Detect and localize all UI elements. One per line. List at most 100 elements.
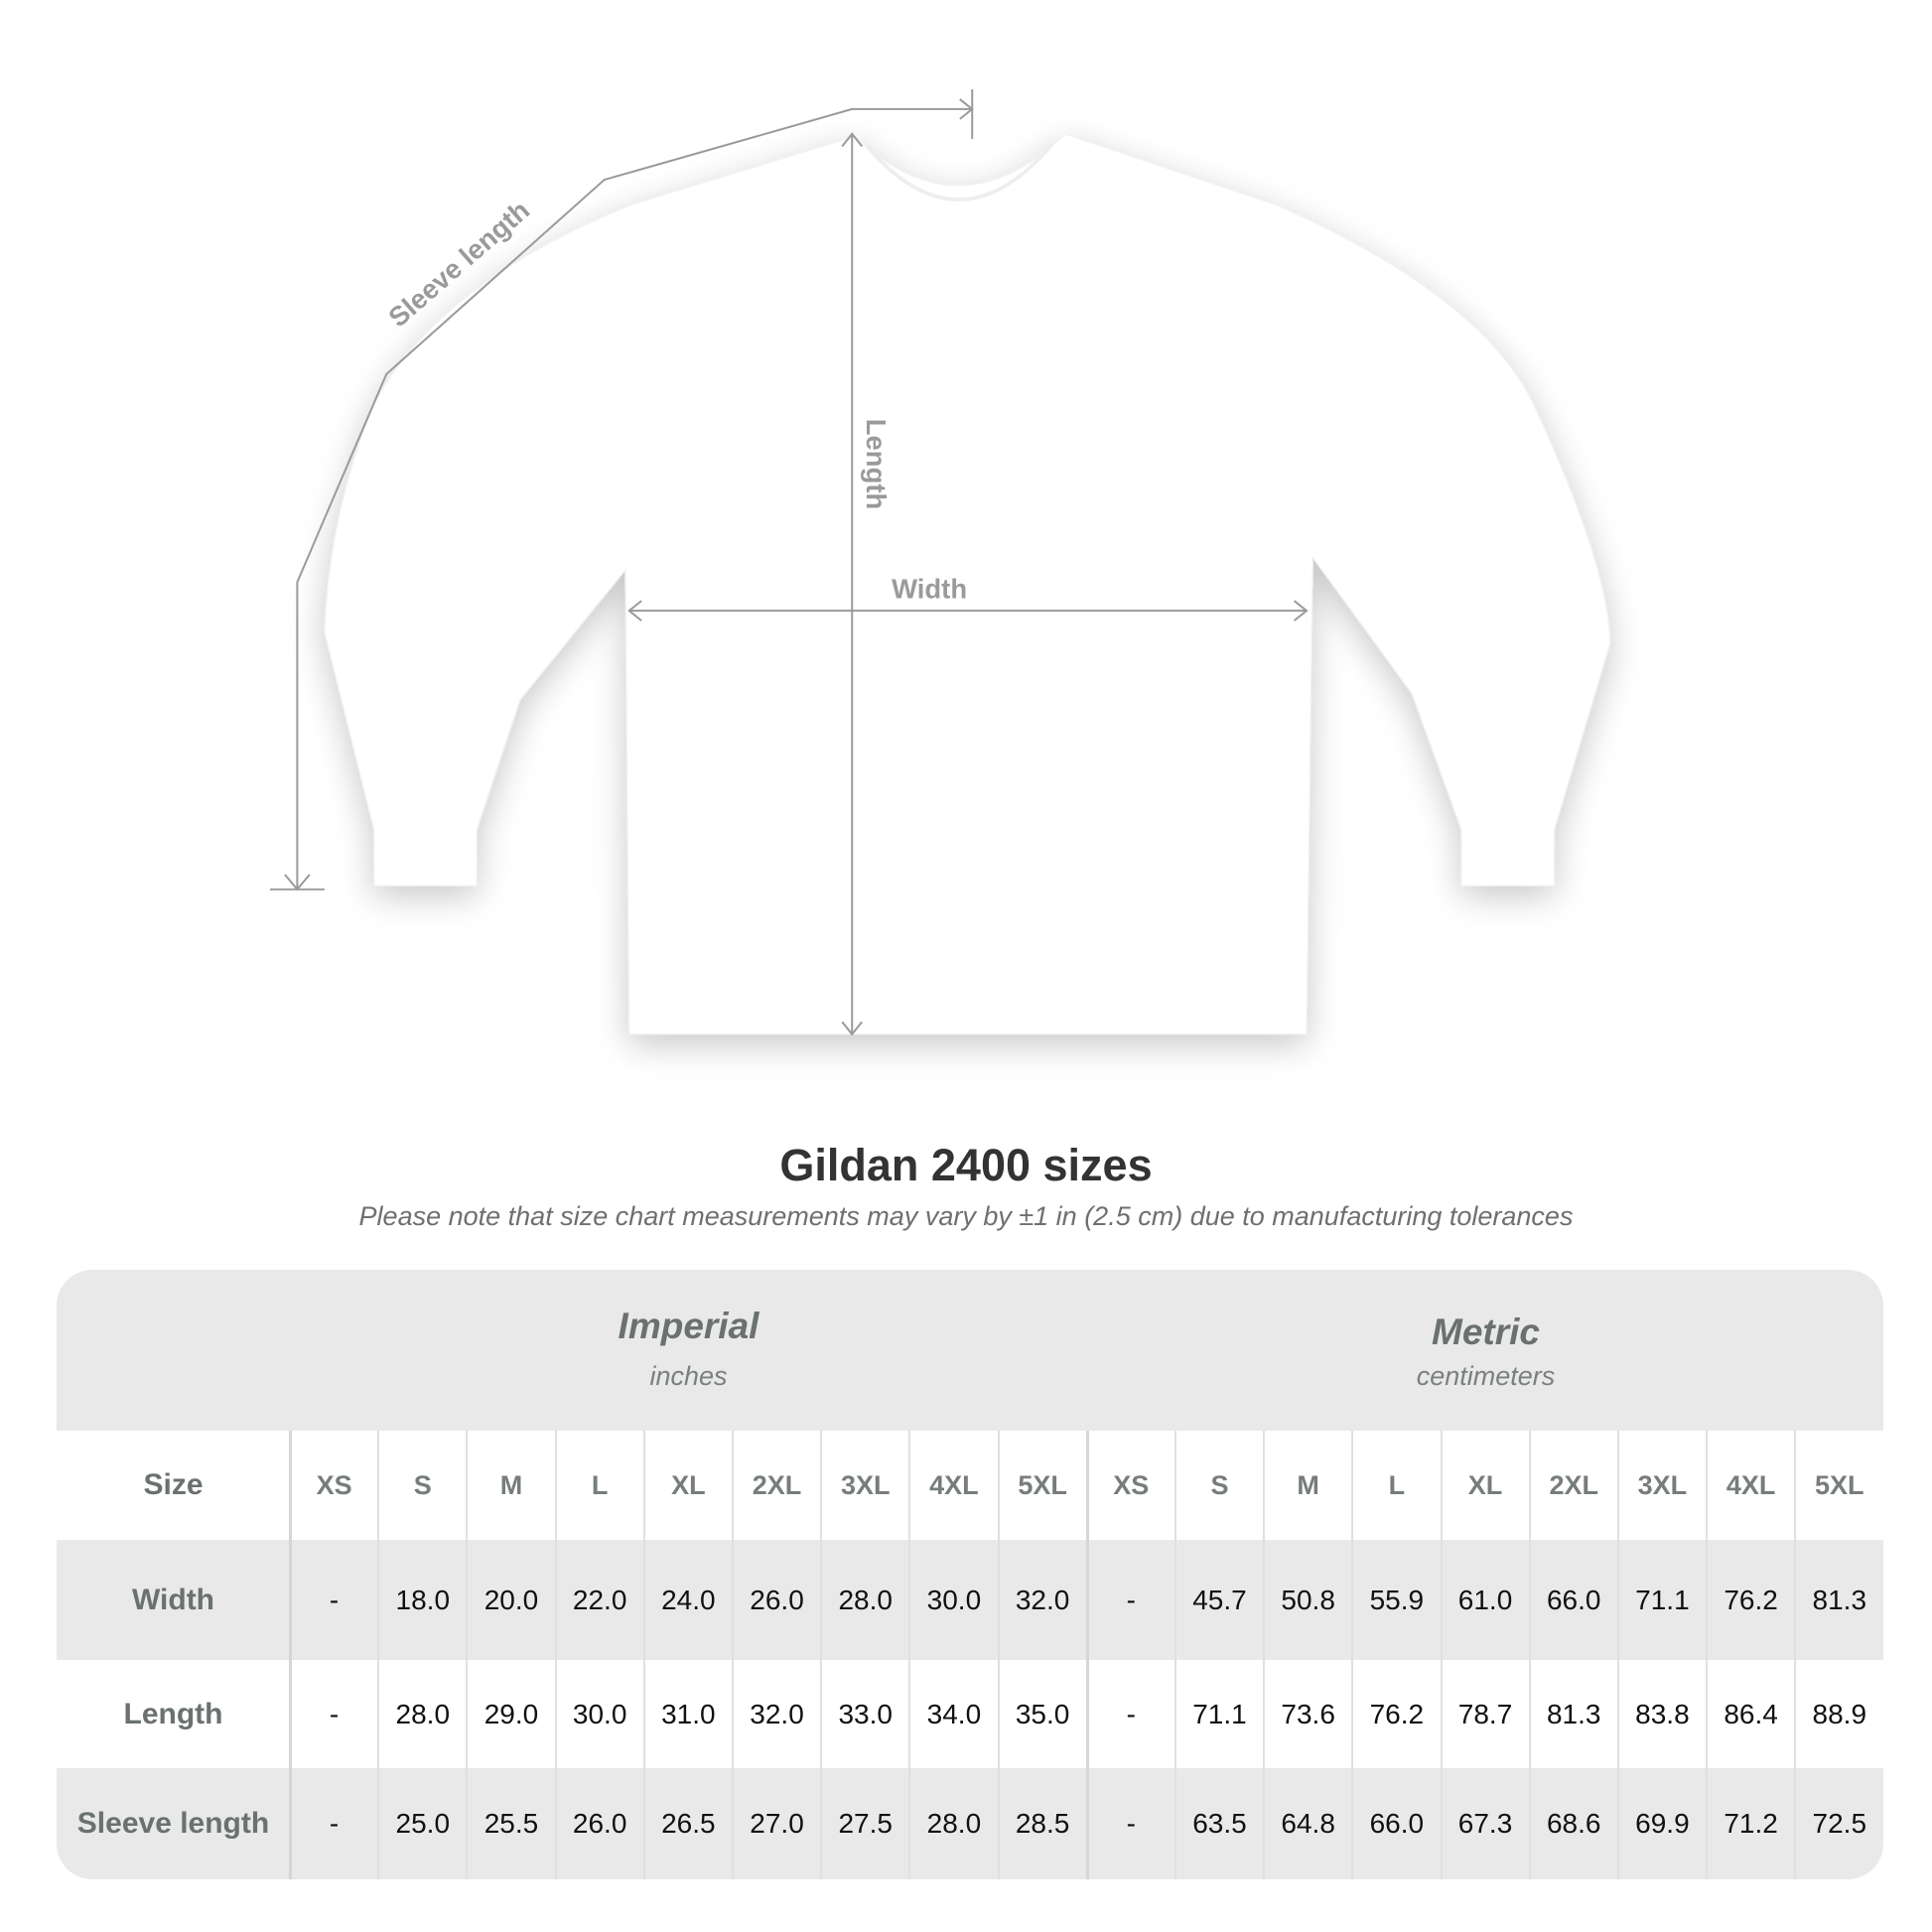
row-label: Length xyxy=(123,1697,223,1730)
size-header-cell: 3XL xyxy=(1637,1469,1688,1500)
value-cell: - xyxy=(329,1698,340,1729)
size-header-cell: XS xyxy=(316,1469,352,1500)
value-cell: - xyxy=(1126,1584,1136,1615)
column-divider xyxy=(289,1431,292,1879)
table-row: Length - 28.0 29.0 30.0 31.0 32.0 33.0 34.0 35.0… xyxy=(57,1660,1883,1768)
value-cell: 50.8 xyxy=(1281,1584,1335,1615)
size-header-cell: L xyxy=(1388,1469,1406,1500)
shirt-diagram: Sleeve length Length Width xyxy=(269,88,1611,1036)
size-header-cell: 5XL xyxy=(1815,1469,1864,1500)
metric-title: Metric xyxy=(1432,1311,1540,1352)
column-divider xyxy=(732,1431,734,1879)
size-header-cell: XS xyxy=(1113,1469,1150,1500)
value-cell: 18.0 xyxy=(395,1584,451,1615)
value-cell: 63.5 xyxy=(1192,1808,1247,1839)
value-cell: 68.6 xyxy=(1546,1808,1601,1839)
size-header-cell: M xyxy=(499,1469,523,1500)
length-label: Length xyxy=(861,419,892,509)
size-header-cell: 5XL xyxy=(1018,1469,1067,1500)
column-divider xyxy=(1794,1431,1797,1879)
value-cell: 69.9 xyxy=(1635,1808,1690,1839)
value-cell: 26.5 xyxy=(661,1808,716,1839)
size-header-cell: XL xyxy=(671,1469,706,1500)
imperial-unit: inches xyxy=(649,1361,728,1391)
column-divider xyxy=(466,1431,469,1879)
value-cell: - xyxy=(329,1808,340,1839)
value-cell: 25.0 xyxy=(395,1808,451,1839)
value-cell: 81.3 xyxy=(1546,1698,1601,1729)
value-cell: 33.0 xyxy=(838,1698,893,1729)
value-cell: 32.0 xyxy=(1015,1584,1070,1615)
column-divider xyxy=(1174,1431,1176,1879)
size-label: Size xyxy=(143,1468,204,1501)
row-label: Sleeve length xyxy=(76,1807,270,1840)
column-divider xyxy=(554,1431,557,1879)
value-cell: 73.6 xyxy=(1281,1698,1335,1729)
value-cell: 22.0 xyxy=(572,1584,627,1615)
size-header-cell: 2XL xyxy=(752,1469,802,1500)
size-header-cell: M xyxy=(1297,1469,1319,1500)
value-cell: 78.7 xyxy=(1457,1698,1513,1729)
column-divider xyxy=(997,1431,1000,1879)
value-cell: 28.5 xyxy=(1015,1808,1070,1839)
value-cell: 45.7 xyxy=(1192,1584,1247,1615)
width-measure xyxy=(627,600,1309,621)
value-cell: - xyxy=(329,1584,340,1615)
size-header-cell: L xyxy=(591,1469,609,1500)
value-cell: 20.0 xyxy=(483,1584,539,1615)
value-cell: 66.0 xyxy=(1546,1584,1601,1615)
value-cell: 67.3 xyxy=(1457,1808,1513,1839)
value-cell: 25.5 xyxy=(483,1808,539,1839)
value-cell: 71.2 xyxy=(1724,1808,1778,1839)
size-header-cell: XL xyxy=(1467,1469,1503,1500)
page-title: Gildan 2400 sizes xyxy=(779,1140,1153,1190)
table-row: Sleeve length - 25.0 25.5 26.0 26.5 27.0 27.5 2… xyxy=(57,1768,1883,1879)
value-cell: 28.0 xyxy=(395,1698,451,1729)
row-band-width xyxy=(57,1540,1883,1660)
value-cell: 64.8 xyxy=(1281,1808,1335,1839)
column-divider xyxy=(1085,1431,1089,1879)
column-divider xyxy=(377,1431,380,1879)
column-divider xyxy=(820,1431,823,1879)
value-cell: 24.0 xyxy=(661,1584,716,1615)
value-cell: 71.1 xyxy=(1192,1698,1247,1729)
value-cell: 61.0 xyxy=(1457,1584,1513,1615)
collar xyxy=(865,142,1054,202)
column-divider xyxy=(1351,1431,1354,1879)
value-cell: 27.5 xyxy=(838,1808,893,1839)
value-cell: 83.8 xyxy=(1635,1698,1690,1729)
size-header-cell: 4XL xyxy=(929,1469,979,1500)
row-band-sleeve xyxy=(57,1768,1883,1879)
length-measure xyxy=(841,132,863,1036)
tolerance-note: Please note that size chart measurements… xyxy=(358,1201,1574,1231)
value-cell: 76.2 xyxy=(1369,1698,1425,1729)
size-row: Size XS S M L XL 2XL 3XL 4XL 5XL XS S M L XL 2XL 3XL 4XL… xyxy=(57,1431,1883,1540)
value-cell: 29.0 xyxy=(483,1698,539,1729)
imperial-title: Imperial xyxy=(618,1306,759,1346)
value-cell: 35.0 xyxy=(1015,1698,1070,1729)
value-cell: 28.0 xyxy=(838,1584,893,1615)
metric-unit: centimeters xyxy=(1416,1361,1556,1391)
value-cell: 32.0 xyxy=(750,1698,804,1729)
value-cell: - xyxy=(1126,1808,1136,1839)
header-band xyxy=(57,1270,1883,1431)
size-header-cell: 4XL xyxy=(1725,1469,1776,1500)
column-divider xyxy=(908,1431,911,1879)
size-header-cell: S xyxy=(413,1469,432,1500)
column-divider xyxy=(1263,1431,1266,1879)
sleeve-length-measure xyxy=(269,88,974,892)
value-cell: 26.0 xyxy=(750,1584,804,1615)
column-divider xyxy=(1440,1431,1443,1879)
column-divider xyxy=(642,1431,645,1879)
imperial-header: Imperial inches xyxy=(290,1270,1087,1431)
value-cell: 30.0 xyxy=(926,1584,982,1615)
value-cell: 31.0 xyxy=(661,1698,716,1729)
value-cell: 55.9 xyxy=(1369,1584,1425,1615)
value-cell: 71.1 xyxy=(1635,1584,1690,1615)
value-cell: 26.0 xyxy=(572,1808,627,1839)
value-cell: 88.9 xyxy=(1812,1698,1867,1729)
table-row: Width - 18.0 20.0 22.0 24.0 26.0 28.0 30.0 32.0 -… xyxy=(57,1540,1883,1660)
row-label: Width xyxy=(131,1583,215,1616)
long-sleeve-shirt xyxy=(324,133,1611,1035)
value-cell: - xyxy=(1126,1698,1136,1729)
